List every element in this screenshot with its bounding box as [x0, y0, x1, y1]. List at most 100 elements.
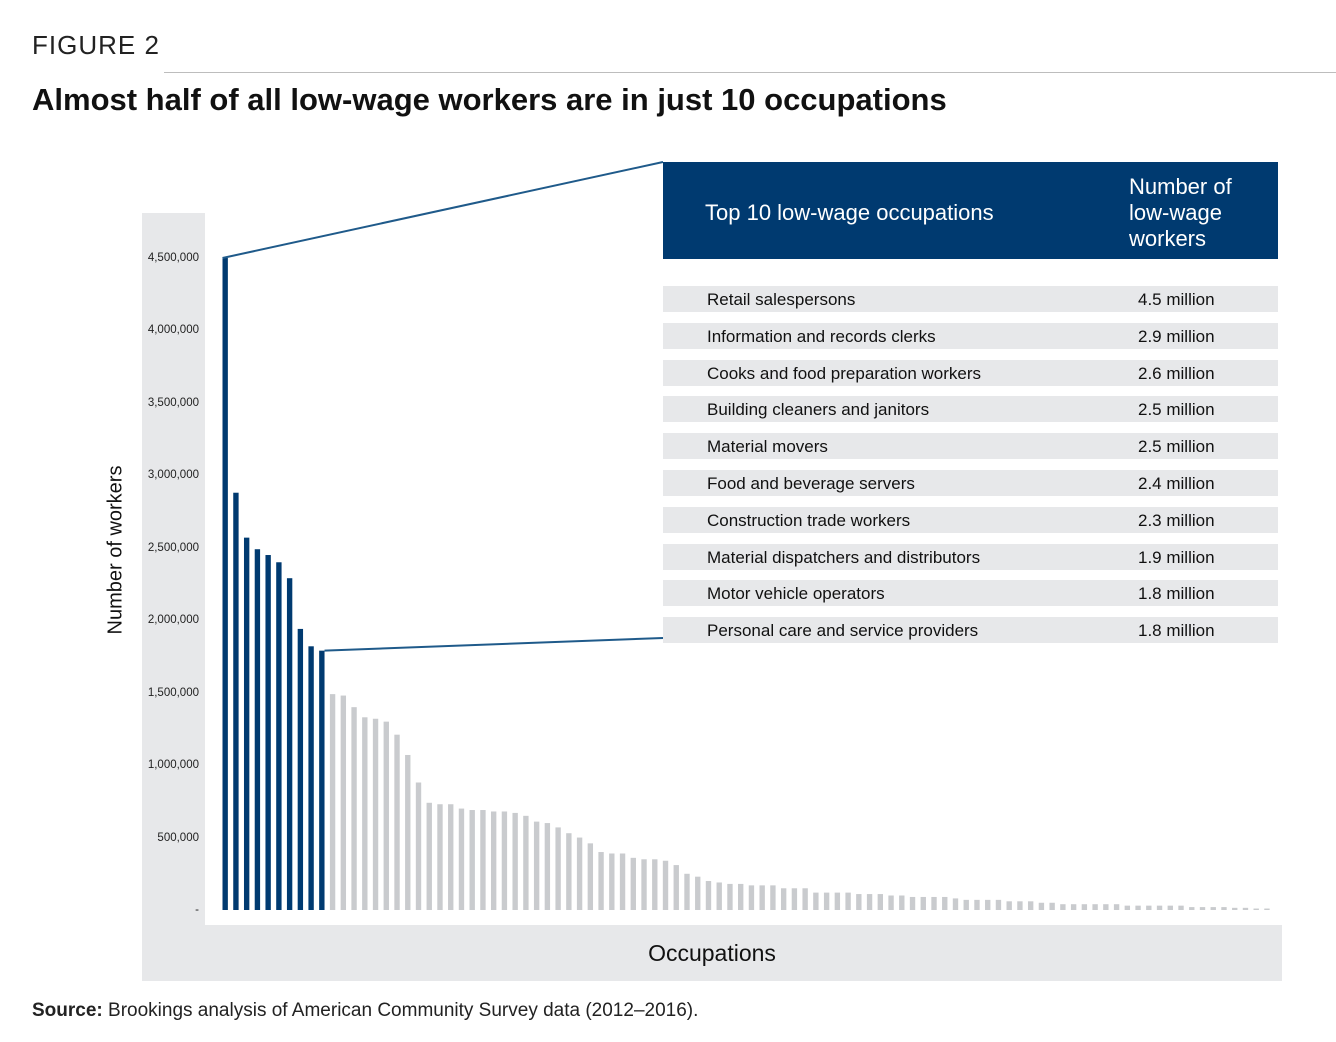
- occupation-bar: [576, 837, 583, 910]
- y-tick-label: 3,000,000: [147, 469, 199, 482]
- occupation-bar: [1049, 902, 1055, 910]
- occupation-bar: [1124, 905, 1131, 910]
- occupation-bar: [866, 894, 873, 910]
- occupation-bar: [523, 815, 529, 910]
- occupation-bar: [362, 717, 368, 910]
- occupation-bar: [823, 892, 830, 910]
- table-row: Material movers 2.5 million: [663, 433, 1278, 460]
- connector-line-bottom: [324, 637, 664, 652]
- occupation-bar: [383, 721, 389, 910]
- y-tick-label: 2,500,000: [147, 541, 199, 554]
- occupation-bar: [920, 896, 926, 910]
- occupation-bar: [877, 894, 883, 910]
- highlight-bar: [319, 650, 325, 910]
- occupation-bar: [802, 888, 808, 910]
- worker-count: 2.4 million: [1138, 474, 1215, 493]
- occupation-bar: [813, 892, 819, 910]
- highlight-bar: [297, 628, 304, 910]
- connector-line-top: [222, 161, 664, 259]
- occupation-bar: [340, 695, 347, 910]
- occupation-bar: [1167, 905, 1173, 910]
- occupation-bar: [695, 876, 701, 910]
- occupation-bar: [899, 895, 905, 910]
- occupation-bar: [770, 885, 776, 910]
- occupation-bar: [952, 898, 959, 910]
- y-tick-label: 1,500,000: [147, 686, 199, 699]
- occupation-bar: [1070, 904, 1077, 910]
- occupation-bar: [1081, 904, 1088, 910]
- occupation-bar: [1038, 902, 1045, 910]
- occupation-bar: [716, 882, 722, 910]
- occupation-bar: [1017, 901, 1023, 910]
- occupation-bar: [641, 859, 647, 910]
- occupation-bar: [405, 754, 411, 910]
- occupation-bar: [662, 860, 669, 910]
- occupation-bar: [705, 881, 712, 910]
- occupation-bar: [673, 865, 679, 910]
- occupation-bar: [469, 810, 475, 910]
- occupation-bar: [1221, 907, 1227, 910]
- table-row: Construction trade workers 2.3 million: [663, 506, 1278, 533]
- x-axis-label: Occupations: [648, 940, 776, 966]
- worker-count: 1.8 million: [1138, 621, 1215, 641]
- occupation-bar: [598, 852, 604, 910]
- table-row: Information and records clerks 2.9 millio…: [663, 322, 1278, 349]
- occupation-bar: [1156, 905, 1163, 910]
- occupation-bar: [759, 885, 765, 910]
- table-row: Retail salespersons 4.5 million: [663, 286, 1278, 312]
- occupation-bar: [652, 859, 658, 910]
- occupation-bar: [490, 811, 497, 910]
- highlight-bar: [254, 549, 261, 910]
- table-row: Building cleaners and janitors 2.5 millio…: [663, 396, 1278, 423]
- occupation-bar: [942, 896, 948, 910]
- occupation-bar: [856, 894, 862, 910]
- occupation-bar: [480, 810, 486, 910]
- occupation-name: Motor vehicle operators: [707, 584, 885, 604]
- table-header: Top 10 low-wage occupations Number of lo…: [663, 162, 1278, 259]
- worker-count: 1.8 million: [1138, 584, 1215, 604]
- chart-title: Almost half of all low-wage workers are …: [32, 82, 947, 117]
- occupation-bar: [684, 873, 690, 910]
- occupation-bar: [533, 821, 540, 910]
- worker-count: 1.9 million: [1138, 547, 1215, 567]
- occupation-bar: [963, 899, 969, 910]
- occupation-bar: [1146, 905, 1152, 910]
- occupation-bar: [985, 899, 991, 910]
- figure-label: FIGURE 2: [32, 30, 160, 60]
- highlight-bar: [276, 562, 282, 910]
- occupation-bar: [1264, 908, 1270, 910]
- y-tick-label: -: [195, 904, 199, 916]
- occupation-bar: [619, 853, 626, 910]
- occupation-bar: [727, 883, 733, 910]
- highlight-bar: [243, 537, 250, 910]
- header-occupation: Top 10 low-wage occupations: [705, 200, 994, 225]
- occupation-bar: [555, 827, 561, 910]
- occupation-name: Material dispatchers and distributors: [707, 547, 981, 567]
- occupation-bar: [566, 833, 572, 910]
- occupation-bar: [834, 892, 841, 910]
- source-note: Source: Brookings analysis of American C…: [32, 1000, 698, 1022]
- worker-count: 2.9 million: [1138, 326, 1215, 346]
- worker-count: 2.3 million: [1138, 510, 1215, 530]
- occupation-bar: [1092, 904, 1098, 910]
- table-row: Material dispatchers and distributors 1.9…: [663, 543, 1278, 570]
- occupation-bar: [909, 896, 916, 910]
- occupation-bar: [1189, 907, 1195, 910]
- occupation-bar: [426, 802, 432, 910]
- y-tick-label: 4,000,000: [147, 324, 199, 337]
- occupation-bar: [1006, 901, 1012, 910]
- source-label: Source:: [32, 1000, 103, 1021]
- highlight-bar: [265, 555, 271, 910]
- occupation-bar: [1232, 907, 1238, 910]
- occupation-bar: [448, 804, 454, 910]
- table-row: Cooks and food preparation workers 2.6 mi…: [663, 359, 1278, 386]
- worker-count: 4.5 million: [1138, 290, 1215, 309]
- y-tick-label: 2,000,000: [147, 614, 199, 627]
- occupation-bar: [544, 823, 551, 910]
- occupation-name: Information and records clerks: [707, 326, 936, 346]
- occupation-name: Retail salespersons: [707, 290, 856, 309]
- worker-count: 2.5 million: [1138, 437, 1215, 457]
- occupation-bar: [512, 812, 518, 910]
- highlight-bar: [308, 646, 314, 910]
- occupation-bar: [995, 899, 1002, 910]
